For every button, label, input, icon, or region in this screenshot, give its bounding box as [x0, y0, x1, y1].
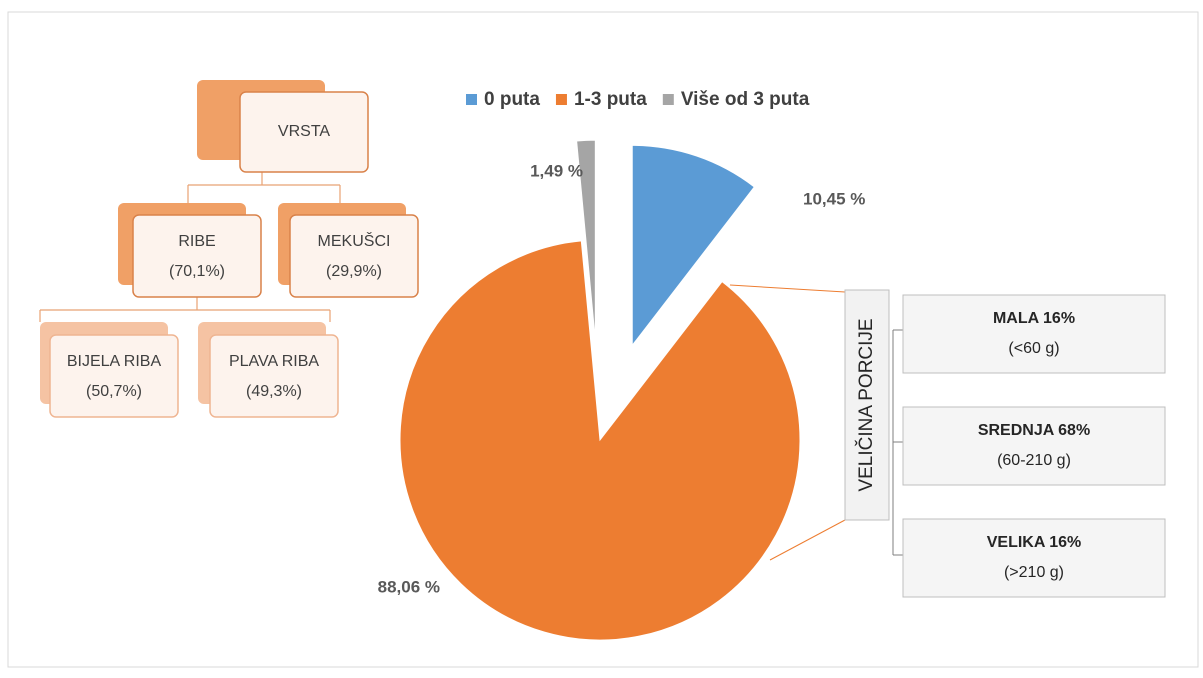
- portion-title-box: [844, 289, 890, 521]
- portion-box: [902, 294, 1166, 374]
- node-label: PLAVA RIBA: [229, 353, 319, 370]
- legend-swatch: [662, 94, 674, 105]
- portion-box: [902, 518, 1166, 598]
- node-box: [209, 334, 339, 418]
- node-value: (50,7%): [86, 383, 142, 400]
- data-label: 10,45 %: [803, 189, 865, 208]
- node-box: [132, 214, 262, 298]
- portion-label: VELIKA 16%: [987, 534, 1082, 551]
- pie-connectors: [729, 284, 846, 561]
- pie-slice: [576, 139, 596, 341]
- node-box: [49, 334, 179, 418]
- data-label: 1,49 %: [530, 161, 583, 180]
- legend-swatch: [555, 94, 567, 105]
- portion-range: (<60 g): [1008, 340, 1059, 357]
- pie-slice: [399, 240, 801, 641]
- legend-swatch: [466, 94, 477, 105]
- node-value: (29,9%): [326, 263, 382, 280]
- portion-label: SREDNJA 68%: [978, 422, 1090, 439]
- legend-label: 0 puta: [484, 89, 540, 110]
- hierarchy-connectors: [39, 172, 341, 322]
- portion-connectors: [892, 329, 903, 556]
- portion-range: (>210 g): [1004, 564, 1064, 581]
- legend-label: Više od 3 puta: [681, 89, 810, 110]
- data-label: 88,06 %: [378, 577, 440, 596]
- portion-title: VELIČINA PORCIJE: [855, 318, 877, 491]
- portion-label: MALA 16%: [993, 310, 1075, 327]
- portion-box: [902, 406, 1166, 486]
- node-value: (49,3%): [246, 383, 302, 400]
- node-label: RIBE: [178, 233, 215, 250]
- portion-range: (60-210 g): [997, 452, 1071, 469]
- pie-slice: [631, 144, 756, 347]
- node-box: [239, 91, 369, 173]
- node-box: [289, 214, 419, 298]
- node-label: BIJELA RIBA: [67, 353, 162, 370]
- node-label: VRSTA: [278, 123, 330, 140]
- legend-label: 1-3 puta: [574, 89, 647, 110]
- node-value: (70,1%): [169, 263, 225, 280]
- node-label: MEKUŠCI: [318, 231, 391, 250]
